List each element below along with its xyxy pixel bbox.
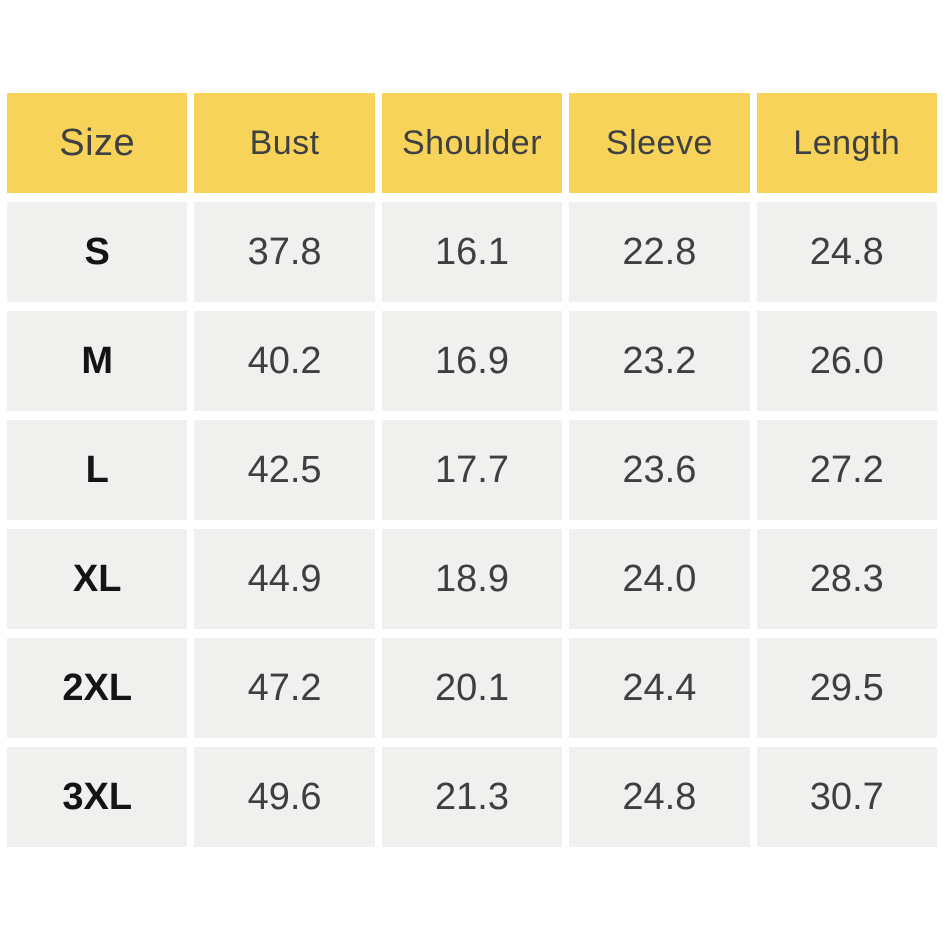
sleeve-cell: 24.0 [569, 529, 750, 629]
column-header-sleeve: Sleeve [569, 93, 750, 193]
size-cell-xl: XL [7, 529, 188, 629]
sleeve-cell: 23.2 [569, 311, 750, 411]
shoulder-cell: 18.9 [381, 529, 563, 629]
bust-cell: 40.2 [194, 311, 375, 411]
sleeve-cell: 22.8 [569, 202, 750, 302]
length-cell: 28.3 [756, 529, 937, 629]
bust-cell: 42.5 [194, 420, 375, 520]
size-cell-m: M [7, 311, 188, 411]
length-cell: 26.0 [756, 311, 937, 411]
size-cell-l: L [7, 420, 188, 520]
shoulder-cell: 17.7 [381, 420, 563, 520]
bust-cell: 44.9 [194, 529, 375, 629]
shoulder-cell: 16.9 [381, 311, 563, 411]
size-cell-s: S [7, 202, 188, 302]
column-header-bust: Bust [194, 93, 375, 193]
size-chart-table: Size Bust Shoulder Sleeve Length S 37.8 … [7, 93, 937, 847]
shoulder-cell: 21.3 [381, 747, 563, 847]
length-cell: 24.8 [756, 202, 937, 302]
sleeve-cell: 23.6 [569, 420, 750, 520]
column-header-size: Size [7, 93, 188, 193]
bust-cell: 47.2 [194, 638, 375, 738]
size-cell-3xl: 3XL [7, 747, 188, 847]
length-cell: 30.7 [756, 747, 937, 847]
shoulder-cell: 20.1 [381, 638, 563, 738]
column-header-shoulder: Shoulder [381, 93, 563, 193]
sleeve-cell: 24.4 [569, 638, 750, 738]
column-header-length: Length [756, 93, 937, 193]
bust-cell: 37.8 [194, 202, 375, 302]
sleeve-cell: 24.8 [569, 747, 750, 847]
shoulder-cell: 16.1 [381, 202, 563, 302]
length-cell: 29.5 [756, 638, 937, 738]
length-cell: 27.2 [756, 420, 937, 520]
bust-cell: 49.6 [194, 747, 375, 847]
size-cell-2xl: 2XL [7, 638, 188, 738]
